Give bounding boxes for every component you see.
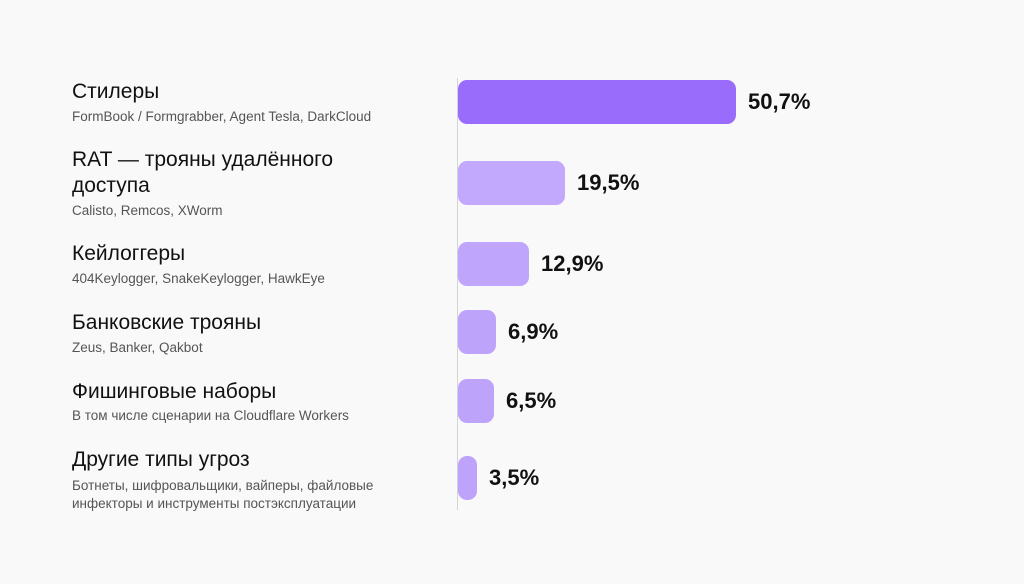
bar (458, 161, 565, 205)
bar (458, 379, 494, 423)
axis-baseline (457, 78, 458, 510)
bar-value-label: 6,5% (506, 388, 557, 413)
category-subtitle: FormBook / Formgrabber, Agent Tesla, Dar… (72, 109, 372, 124)
category-title: Банковские трояны (72, 311, 262, 334)
category-subtitle: Ботнеты, шифровальщики, вайперы, файловы… (72, 478, 374, 511)
bar (458, 456, 477, 500)
bar-value-label: 12,9% (541, 251, 604, 276)
bar-value-label: 19,5% (577, 170, 640, 195)
bar (458, 310, 496, 354)
category-title: Фишинговые наборы (72, 380, 277, 403)
bar-value-label: 50,7% (748, 89, 811, 114)
category-title: Кейлоггеры (72, 242, 186, 265)
bar (458, 242, 529, 286)
bar (458, 80, 736, 124)
category-title: Другие типы угроз (72, 448, 250, 471)
category-title: RAT — трояны удалённого доступа (72, 148, 334, 197)
bar-value-label: 3,5% (489, 465, 540, 490)
category-subtitle: Calisto, Remcos, XWorm (72, 203, 223, 218)
category-title: Стилеры (72, 80, 160, 103)
category-subtitle: 404Keylogger, SnakeKeylogger, HawkEye (72, 271, 325, 286)
category-subtitle: В том числе сценарии на Cloudflare Worke… (72, 408, 349, 423)
category-subtitle: Zeus, Banker, Qakbot (72, 340, 203, 355)
bar-value-label: 6,9% (508, 319, 559, 344)
